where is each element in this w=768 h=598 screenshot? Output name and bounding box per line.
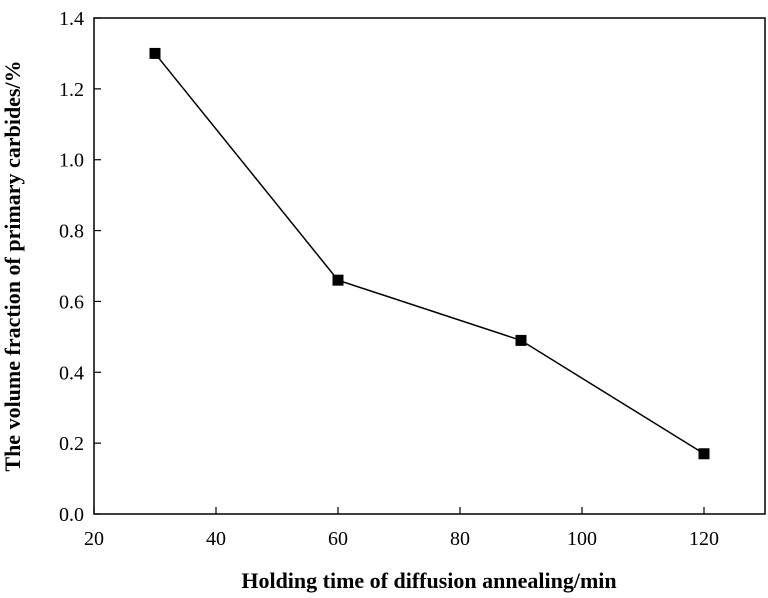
y-tick-label: 0.6 <box>59 291 84 313</box>
data-point <box>515 334 527 346</box>
y-tick-label: 1.2 <box>59 79 84 101</box>
x-tick-label: 80 <box>450 528 470 550</box>
x-axis: 20 40 60 80 100 120 <box>84 507 719 550</box>
series-layer <box>149 47 710 460</box>
y-axis-title: The volume fraction of primary carbides/… <box>0 60 25 471</box>
plot-frame <box>93 17 766 515</box>
data-point <box>149 47 161 59</box>
x-tick-label: 60 <box>328 528 348 550</box>
y-tick-label: 0.2 <box>59 433 84 455</box>
data-point <box>332 274 344 286</box>
y-tick-label: 1.0 <box>59 150 84 172</box>
y-tick-label: 1.4 <box>59 8 84 30</box>
y-tick-label: 0.0 <box>59 504 84 526</box>
y-axis: 0.0 0.2 0.4 0.6 0.8 1.0 1.2 1.4 <box>59 8 101 526</box>
x-tick-label: 20 <box>84 528 104 550</box>
data-point <box>698 448 710 460</box>
x-tick-label: 100 <box>567 528 597 550</box>
series-line <box>154 52 705 455</box>
y-tick-label: 0.4 <box>59 362 84 384</box>
x-tick-label: 40 <box>206 528 226 550</box>
y-tick-label: 0.8 <box>59 221 84 243</box>
x-axis-title: Holding time of diffusion annealing/min <box>241 568 616 593</box>
x-tick-label: 120 <box>689 528 719 550</box>
